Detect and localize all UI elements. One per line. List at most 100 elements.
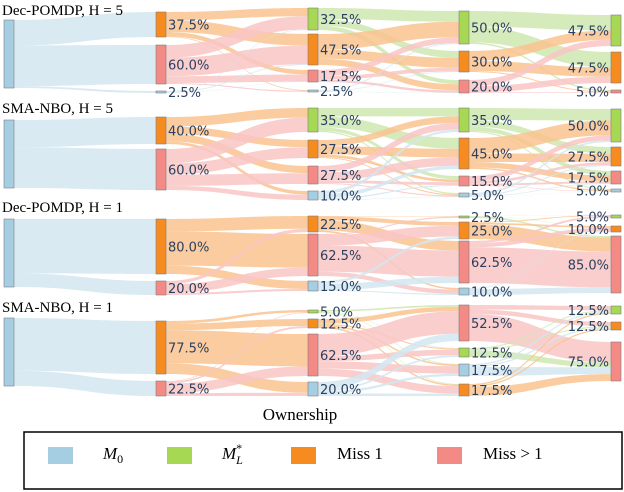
labels-layer: 37.5%60.0%2.5%32.5%47.5%17.5%2.5%50.0%30… [168,13,609,399]
node-label: 22.5% [320,218,361,233]
flow-link [318,165,459,199]
flow-link [469,183,611,197]
node-label: 17.5% [471,364,512,379]
node-label: 20.0% [168,282,209,297]
node-miss-1 [155,116,167,145]
node-label: 12.5% [320,318,361,333]
flow-link [318,349,459,362]
flow-link [166,216,308,232]
flow-link [318,157,459,181]
node-label: 5.0% [576,86,609,101]
node-label: 47.5% [568,62,609,77]
node-m0 [458,192,470,198]
node-miss-1 [458,50,470,73]
flow-link [469,39,611,87]
node-label: 52.5% [471,317,512,332]
flow-link [469,311,611,366]
legend-label-miss-1: Miss > 1 [483,444,543,463]
flow-link [166,325,308,384]
flow-link [469,350,611,368]
flow-link [166,231,308,268]
flow-link [469,185,611,192]
legend: M0 M* L Miss 1 Miss > 1 [23,431,623,490]
flow-link [469,312,611,386]
node-label: 5.0% [320,306,353,321]
node-label: 10.0% [568,223,609,238]
node-label: 5.0% [471,189,504,204]
flow-link [166,81,308,93]
flow-link [318,361,459,374]
flow-link [166,45,308,77]
node-m0 [610,188,622,193]
flow-link [469,247,611,288]
node-miss-1 [307,233,319,277]
flow-link [166,319,308,331]
flow-link [469,167,611,192]
node-miss-1 [458,304,470,342]
flow-link [318,183,459,197]
flow-link [166,147,308,175]
flow-link [469,140,611,195]
flow-link [469,328,611,387]
node-label: 2.5% [471,211,504,226]
node-label: 12.5% [568,320,609,335]
node-miss-1 [155,280,167,296]
links-layer [14,8,611,396]
node-m-l [458,107,470,133]
flow-link [166,173,308,186]
node-m-l [610,108,622,143]
flow-link [166,185,308,200]
node-label: 85.0% [568,259,609,274]
node-m0 [155,90,167,94]
node-miss-1 [610,235,622,294]
flow-link [318,217,459,282]
flow-link [318,305,459,312]
legend-frame [23,431,623,490]
flow-link [469,11,611,31]
flow-link [318,236,459,284]
node-label: 27.5% [320,143,361,158]
node-miss-1 [610,51,622,84]
node-m-l [307,309,319,314]
node-miss-1 [155,380,167,397]
nodes-layer [3,7,622,397]
flow-link [14,117,156,148]
flow-link [14,219,156,274]
node-label: 12.5% [471,347,512,362]
flow-link [318,312,459,385]
node-label: 12.5% [568,304,609,319]
node-m-l [610,305,622,315]
node-label: 75.0% [568,356,609,371]
flow-link [166,8,308,21]
node-label: 27.5% [568,151,609,166]
node-m0 [458,287,470,296]
node-miss-1 [155,218,167,275]
flow-link [14,147,156,190]
node-m-l [458,215,470,219]
node-label: 5.0% [576,211,609,226]
node-label: 22.5% [168,383,209,398]
flow-link [469,60,611,77]
legend-swatch-miss-1 [291,447,316,464]
flow-link [469,92,611,93]
flow-link [318,368,459,394]
node-label: 20.0% [320,383,361,398]
flow-link [166,228,308,285]
flow-link [166,91,308,93]
panel-titles: Dec-POMDP, H = 5 SMA-NBO, H = 5 Dec-POMD… [2,3,123,316]
panel-title: Dec-POMDP, H = 1 [2,200,123,216]
node-m0 [307,190,319,201]
node-label: 50.0% [471,22,512,37]
flow-link [469,367,611,376]
flow-link [318,43,459,91]
node-miss-1 [610,341,622,382]
node-m0 [3,317,15,387]
node-miss-1 [458,175,470,187]
flow-link [318,71,459,92]
node-label: 45.0% [471,148,512,163]
flow-link [469,191,611,197]
node-label: 77.5% [168,342,209,357]
flow-link [469,126,611,176]
flow-link [469,135,611,181]
flow-link [469,215,611,244]
